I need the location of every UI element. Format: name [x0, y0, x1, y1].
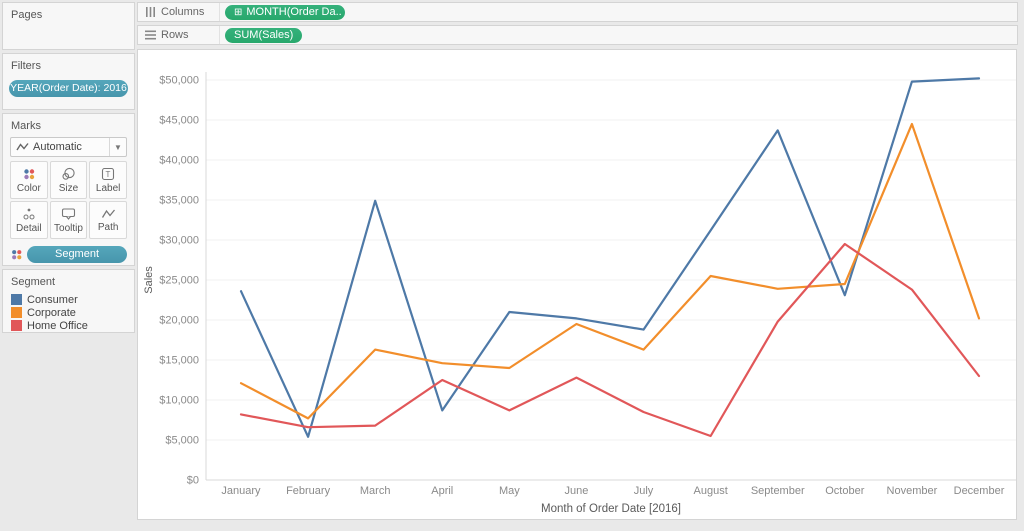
- legend-item[interactable]: Home Office: [11, 319, 134, 332]
- label-icon: T: [102, 167, 115, 180]
- tooltip-button[interactable]: Tooltip: [49, 201, 88, 239]
- marks-title: Marks: [11, 120, 41, 132]
- segment-encoding-pill[interactable]: Segment: [27, 246, 127, 263]
- path-button[interactable]: Path: [89, 201, 127, 239]
- x-tick-label: February: [286, 485, 331, 497]
- y-tick-label: $45,000: [159, 115, 199, 127]
- x-tick-label: March: [360, 485, 391, 497]
- series-line-corporate[interactable]: [239, 122, 981, 420]
- legend-swatch: [11, 294, 22, 305]
- rows-icon: [145, 30, 156, 40]
- mark-type-dropdown[interactable]: Automatic ▼: [10, 137, 127, 157]
- legend-label: Corporate: [27, 306, 76, 319]
- legend-title: Segment: [11, 276, 56, 288]
- color-icon: [24, 168, 35, 179]
- y-tick-label: $50,000: [159, 75, 199, 87]
- y-tick-label: $25,000: [159, 275, 199, 287]
- x-tick-label: October: [825, 485, 864, 497]
- chart-area: $0 $5,000 $10,000 $15,000 $20,000 $25,000 $30,…: [137, 49, 1017, 520]
- legend-rows: Consumer Corporate Home Office: [11, 293, 134, 332]
- legend-label: Consumer: [27, 293, 78, 306]
- pages-shelf[interactable]: Pages: [2, 2, 135, 50]
- x-axis-title: Month of Order Date [2016]: [541, 503, 681, 515]
- legend-item[interactable]: Corporate: [11, 306, 134, 319]
- detail-button[interactable]: Detail: [10, 201, 48, 239]
- marks-buttons: Color Size T Detail Label: [10, 161, 127, 239]
- line-mark-icon: [16, 142, 29, 152]
- y-tick-label: $30,000: [159, 235, 199, 247]
- columns-shelf-label: Columns: [138, 3, 220, 21]
- tooltip-icon: [61, 207, 76, 220]
- x-tick-label: January: [221, 485, 261, 497]
- y-tick-label: $20,000: [159, 315, 199, 327]
- plus-box-icon[interactable]: ⊞: [234, 6, 243, 18]
- svg-text:T: T: [106, 170, 111, 179]
- y-tick-label: $0: [187, 475, 199, 487]
- sum-sales-pill[interactable]: SUM(Sales): [225, 27, 303, 43]
- detail-icon: [23, 208, 35, 219]
- pages-title: Pages: [11, 9, 43, 21]
- y-tick-label: $10,000: [159, 395, 199, 407]
- x-tick-label: August: [694, 485, 728, 497]
- series-line-consumer[interactable]: [239, 77, 981, 438]
- x-tick-label: April: [431, 485, 453, 497]
- chevron-down-icon[interactable]: ▼: [109, 138, 126, 156]
- filter-pill-year-order-date[interactable]: YEAR(Order Date): 2016: [9, 80, 128, 97]
- x-tick-label: June: [565, 485, 589, 497]
- sales-line-chart: $0 $5,000 $10,000 $15,000 $20,000 $25,000 $30,…: [143, 72, 1016, 515]
- color-encoding-row: Segment: [10, 246, 127, 263]
- marks-card: Marks Automatic ▼ Color Size: [2, 113, 135, 266]
- month-order-date-pill[interactable]: ⊞ MONTH(Order Da..: [225, 4, 345, 20]
- y-tick-label: $35,000: [159, 195, 199, 207]
- rows-shelf[interactable]: Rows SUM(Sales): [137, 25, 1018, 45]
- segment-legend-card: Segment Consumer Corporate Home Office: [2, 269, 135, 333]
- legend-item[interactable]: Consumer: [11, 293, 134, 306]
- legend-swatch: [11, 320, 22, 331]
- x-tick-label: December: [954, 485, 1005, 497]
- y-axis-title: Sales: [143, 266, 155, 294]
- columns-icon: [146, 7, 155, 17]
- legend-swatch: [11, 307, 22, 318]
- columns-shelf[interactable]: Columns ⊞ MONTH(Order Da..: [137, 2, 1018, 22]
- y-tick-label: $40,000: [159, 155, 199, 167]
- series-line-home-office[interactable]: [239, 242, 981, 438]
- x-tick-label: September: [751, 485, 805, 497]
- y-tick-label: $15,000: [159, 355, 199, 367]
- legend-label: Home Office: [27, 319, 88, 332]
- filters-shelf[interactable]: Filters YEAR(Order Date): 2016: [2, 53, 135, 110]
- label-button[interactable]: T Detail Label: [89, 161, 127, 199]
- size-icon: [62, 167, 75, 180]
- size-button[interactable]: Size: [49, 161, 88, 199]
- y-tick-label: $5,000: [165, 435, 199, 447]
- x-tick-label: July: [634, 485, 654, 497]
- mark-type-value: Automatic: [33, 141, 82, 153]
- x-tick-label: May: [499, 485, 520, 497]
- rows-shelf-label: Rows: [138, 26, 220, 44]
- filters-title: Filters: [11, 60, 41, 72]
- color-button[interactable]: Color: [10, 161, 48, 199]
- path-icon: [101, 209, 115, 218]
- x-tick-label: November: [887, 485, 938, 497]
- color-encoding-icon: [12, 250, 22, 260]
